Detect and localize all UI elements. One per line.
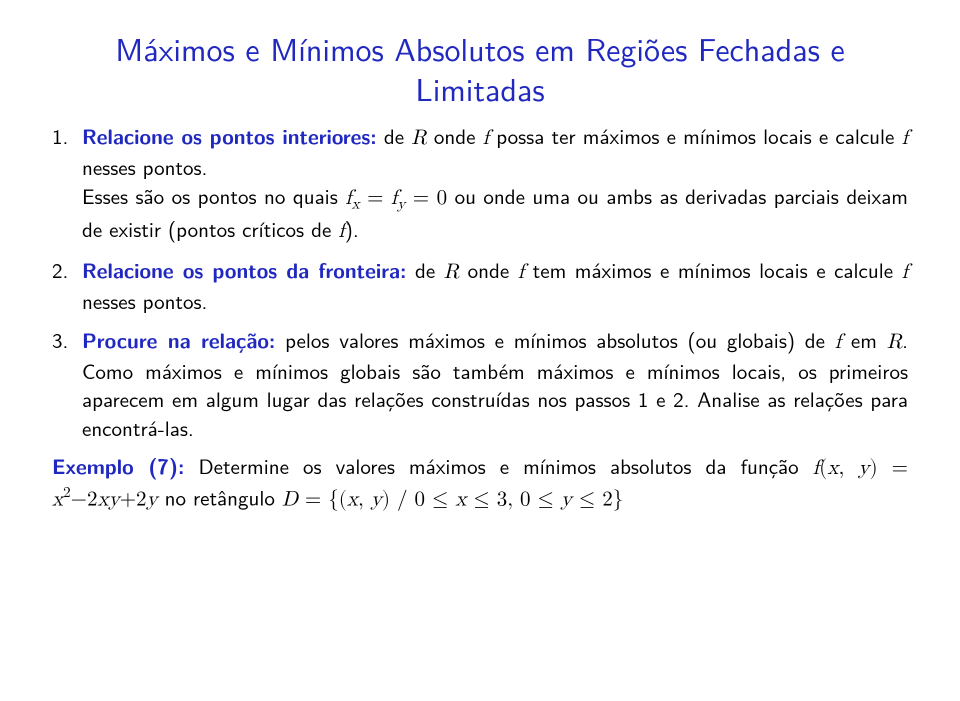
step-2-text-a: de (406, 255, 443, 285)
coef-2b: 2 (136, 490, 147, 511)
example-lead: Exemplo (7): (52, 451, 184, 481)
sup-2: 2 (63, 485, 71, 500)
zero: 0 (437, 188, 448, 209)
step-3: Procure na relação: pelos valores máximo… (52, 326, 908, 442)
step-1: Relacione os pontos interiores: de R ond… (52, 122, 908, 246)
step-1-text-b: onde (427, 121, 483, 151)
comma: , (358, 490, 371, 511)
step-2-text-d: nesses pontos. (82, 286, 207, 316)
var-f: f (902, 262, 908, 283)
minus: − (71, 490, 87, 511)
step-1-text-d: nesses pontos. (82, 152, 207, 182)
var-x: x (347, 490, 358, 511)
var-y: y (858, 458, 869, 479)
eq: = (298, 490, 328, 511)
step-list: Relacione os pontos interiores: de R ond… (52, 122, 908, 442)
three: 3 (497, 490, 508, 511)
step-2-lead: Relacione os pontos da fronteira: (82, 255, 406, 285)
var-f: f (902, 128, 908, 149)
var-R: R (411, 128, 426, 149)
rbrace: } (613, 490, 624, 511)
slash: / (390, 490, 414, 511)
eq: = (360, 188, 391, 209)
var-x: x (98, 490, 109, 511)
two: 2 (602, 490, 613, 511)
step-1-cont-c: ). (345, 214, 359, 244)
var-x: x (455, 490, 466, 511)
var-R: R (444, 262, 459, 283)
comma: , (838, 458, 858, 479)
rpar: ) (382, 490, 390, 511)
le: ≤ (466, 490, 496, 511)
example-block: Exemplo (7): Determine os valores máximo… (52, 452, 908, 515)
var-x: x (52, 490, 63, 511)
comma: , (507, 490, 520, 511)
step-2-text-b: onde (459, 255, 518, 285)
lpar: ( (339, 490, 347, 511)
title-line-2: Limitadas (415, 64, 544, 111)
le: ≤ (425, 490, 455, 511)
rpar: ) (869, 458, 877, 479)
plus: + (120, 490, 136, 511)
eq: = (405, 188, 436, 209)
var-y: y (371, 490, 382, 511)
step-1-text-a: de (377, 121, 412, 151)
var-x: x (827, 458, 838, 479)
step-2: Relacione os pontos da fronteira: de R o… (52, 256, 908, 316)
var-D: D (282, 490, 298, 511)
step-3-lead: Procure na relação: (82, 325, 275, 355)
sub-x: x (352, 196, 360, 211)
var-y: y (109, 490, 120, 511)
zero: 0 (520, 490, 531, 511)
step-3-text-b: em (841, 325, 887, 355)
var-R: R (887, 332, 902, 353)
coef-2: 2 (87, 490, 98, 511)
le: ≤ (531, 490, 561, 511)
step-1-lead: Relacione os pontos interiores: (82, 121, 377, 151)
slide: Máximos e Mínimos Absolutos em Regiões F… (0, 0, 960, 701)
var-y: y (561, 490, 572, 511)
step-1-text-c: possa ter máximos e mínimos locais e cal… (489, 121, 902, 151)
var-y: y (147, 490, 158, 511)
example-text-a: Determine os valores máximos e mínimos a… (184, 451, 812, 481)
le: ≤ (572, 490, 602, 511)
slide-title: Máximos e Mínimos Absolutos em Regiões F… (52, 28, 908, 108)
step-1-cont-a: Esses são os pontos no quais (82, 181, 345, 211)
step-2-text-c: tem máximos e mínimos locais e calcule (524, 255, 901, 285)
lbrace: { (328, 490, 339, 511)
step-1-continuation: Esses são os pontos no quais fx = fy = 0… (82, 182, 908, 246)
example-text-b: no retângulo (158, 483, 282, 513)
step-3-text-a: pelos valores máximos e mínimos absoluto… (275, 325, 834, 355)
eq: = (878, 458, 908, 479)
zero: 0 (415, 490, 426, 511)
